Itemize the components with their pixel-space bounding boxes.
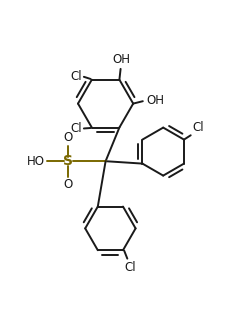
Text: O: O — [64, 132, 73, 144]
Text: Cl: Cl — [192, 121, 204, 133]
Text: HO: HO — [26, 155, 44, 168]
Text: Cl: Cl — [124, 261, 136, 274]
Text: S: S — [63, 154, 73, 168]
Text: O: O — [64, 178, 73, 191]
Text: OH: OH — [113, 53, 131, 67]
Text: OH: OH — [146, 93, 164, 107]
Text: Cl: Cl — [71, 122, 82, 135]
Text: Cl: Cl — [71, 69, 82, 83]
